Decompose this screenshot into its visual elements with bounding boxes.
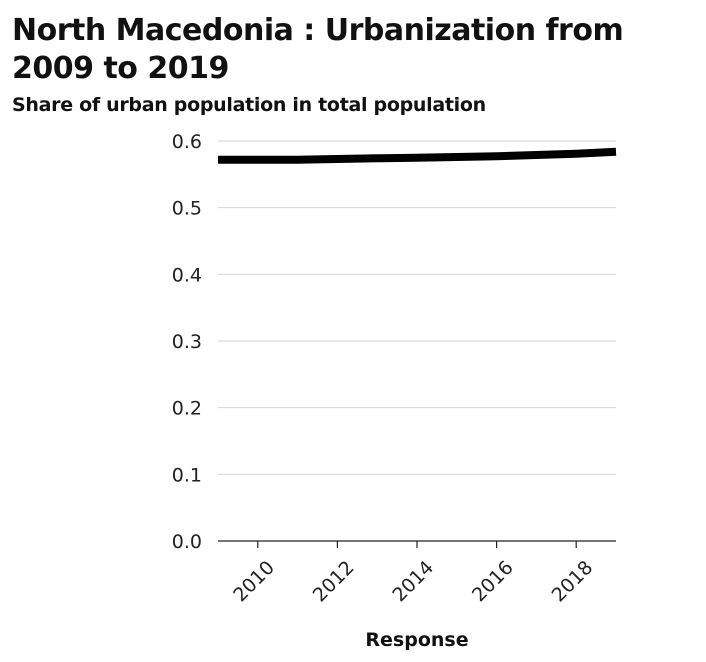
y-tick-label: 0.3	[172, 331, 202, 353]
series-line	[218, 147, 617, 164]
y-tick-label: 0.5	[172, 198, 202, 220]
y-tick-label: 0.4	[172, 264, 202, 286]
x-axis-label: Response	[365, 629, 468, 651]
y-tick-label: 0.1	[172, 464, 202, 486]
chart-title: North Macedonia : Urbanization from 2009…	[12, 13, 624, 86]
y-axis-label: Share of urban population in total popul…	[12, 94, 486, 116]
x-tick-label: 2016	[468, 557, 518, 607]
x-tick-label: 2012	[309, 557, 359, 607]
x-tick-label: 2018	[548, 557, 598, 607]
y-tick-label: 0.6	[172, 131, 202, 153]
x-tick-label: 2010	[229, 557, 279, 607]
y-tick-label: 0.2	[172, 398, 202, 420]
y-tick-label: 0.0	[172, 531, 202, 553]
x-tick-label: 2014	[388, 557, 438, 607]
